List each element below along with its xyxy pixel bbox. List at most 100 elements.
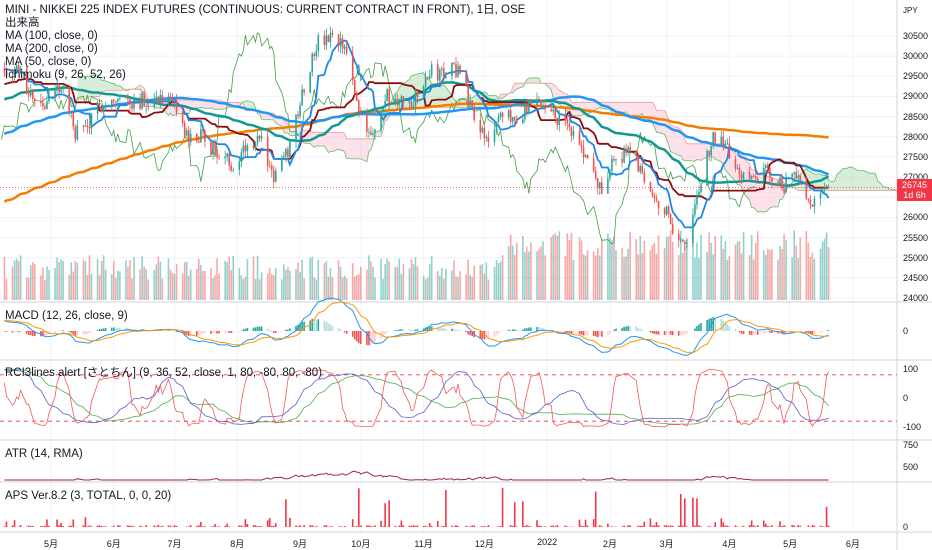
aps-bar [825,506,828,527]
candle-body [779,177,781,185]
aps-bar [161,525,164,527]
ichimoku-cloud-segment [848,167,852,191]
macd-histogram-bar [686,331,688,334]
aps-bar [748,525,751,527]
candle-body [811,204,814,207]
volume-bar [388,261,390,300]
ichimoku-cloud-segment [866,171,870,191]
ichimoku-cloud-segment [834,173,838,191]
candle-body [677,233,680,241]
macd-histogram-bar [125,327,127,331]
volume-bar [582,254,585,300]
macd-histogram-bar [657,331,660,335]
volume-bar [232,255,235,300]
legend-ma50[interactable]: MA (50, close, 0) [5,56,92,68]
volume-bar [141,256,143,300]
macd-histogram-bar [679,331,682,336]
volume-bar [19,255,22,300]
legend-rci[interactable]: RCI3lines alert [さとちん] (9, 36, 52, close… [5,367,323,379]
macd-histogram-bar [566,331,569,333]
candle-body [722,136,725,146]
aps-bar [471,525,473,527]
ichimoku-cloud-segment [360,138,367,162]
volume-bar [763,250,765,300]
macd-histogram-bar [487,331,490,339]
volume-bar [698,257,700,300]
candle-body [511,117,514,122]
aps-bar [639,525,642,527]
candle-body [141,93,143,109]
macd-histogram-bar [750,331,753,335]
candle-body [410,101,413,109]
legend-macd[interactable]: MACD (12, 26, close, 9) [5,310,128,322]
legend-volume[interactable]: 出来高 [5,17,40,29]
legend-aps[interactable]: APS Ver.8.2 (3, TOTAL, 0, 0, 20) [5,490,172,502]
time-axis-tick: 2022 [537,537,558,547]
candle-body [112,99,115,102]
ichimoku-cloud-segment [395,91,398,111]
volume-bar [598,255,601,300]
macd-histogram-bar [86,331,89,334]
macd-histogram-bar [655,331,658,335]
macd-histogram-bar [27,331,30,335]
legend-ma200[interactable]: MA (200, close, 0) [5,43,98,55]
aps-bar [145,525,147,527]
candle-body [380,111,382,130]
candle-body [536,99,538,105]
macd-histogram-bar [586,331,589,336]
macd-histogram-bar [485,331,488,340]
ichimoku-cloud-segment [330,132,333,152]
volume-bar [526,246,528,300]
candle-body [218,157,220,159]
macd-histogram-bar [119,327,121,331]
candle-body [272,170,275,182]
aps-bar [68,525,71,527]
volume-bar [436,271,439,300]
candle-body [345,46,348,54]
aps-bar [552,525,554,527]
volume-bar [497,262,500,300]
aps-bar [200,521,202,527]
candle-body [522,119,524,123]
last-price-value: 26745 [901,180,928,190]
rci-axis-tick: -100 [903,422,922,432]
legend-ichimoku[interactable]: Ichimoku (9, 26, 52, 26) [5,69,126,81]
volume-bar [252,256,255,300]
candle-body [100,104,103,112]
candle-body [204,130,206,142]
volume-bar [542,241,544,300]
aps-bar [246,523,249,527]
macd-histogram-bar [465,331,467,333]
volume-bar [402,264,405,300]
candle-body [327,35,330,43]
aps-bar [40,526,42,527]
candle-body [258,135,261,139]
volume-bar [56,257,58,300]
legend-atr[interactable]: ATR (14, RMA) [5,448,83,460]
volume-bar [487,279,490,300]
macd-histogram-bar [457,329,459,331]
ichimoku-cloud-segment [356,138,359,159]
price-axis-tick: 24500 [903,272,929,283]
macd-histogram-bar [410,330,413,331]
time-axis-tick: 4月 [722,539,737,549]
candle-body [173,100,176,102]
volume-bar [289,270,291,300]
volume-bar [635,239,638,300]
volume-bar [272,275,275,300]
candle-body [226,153,228,157]
aps-bar [564,525,567,527]
legend-ma100[interactable]: MA (100, close, 0) [5,30,98,42]
volume-bar [596,248,599,300]
volume-bar [485,262,488,300]
macd-histogram-bar [439,327,441,331]
volume-bar [609,237,611,300]
macd-histogram-bar [204,331,206,334]
candle-body [499,112,502,117]
volume-bar [368,255,370,300]
volume-bar [329,267,332,300]
macd-histogram-bar [98,328,101,331]
aps-bar [793,525,795,527]
macd-histogram-bar [809,331,812,335]
